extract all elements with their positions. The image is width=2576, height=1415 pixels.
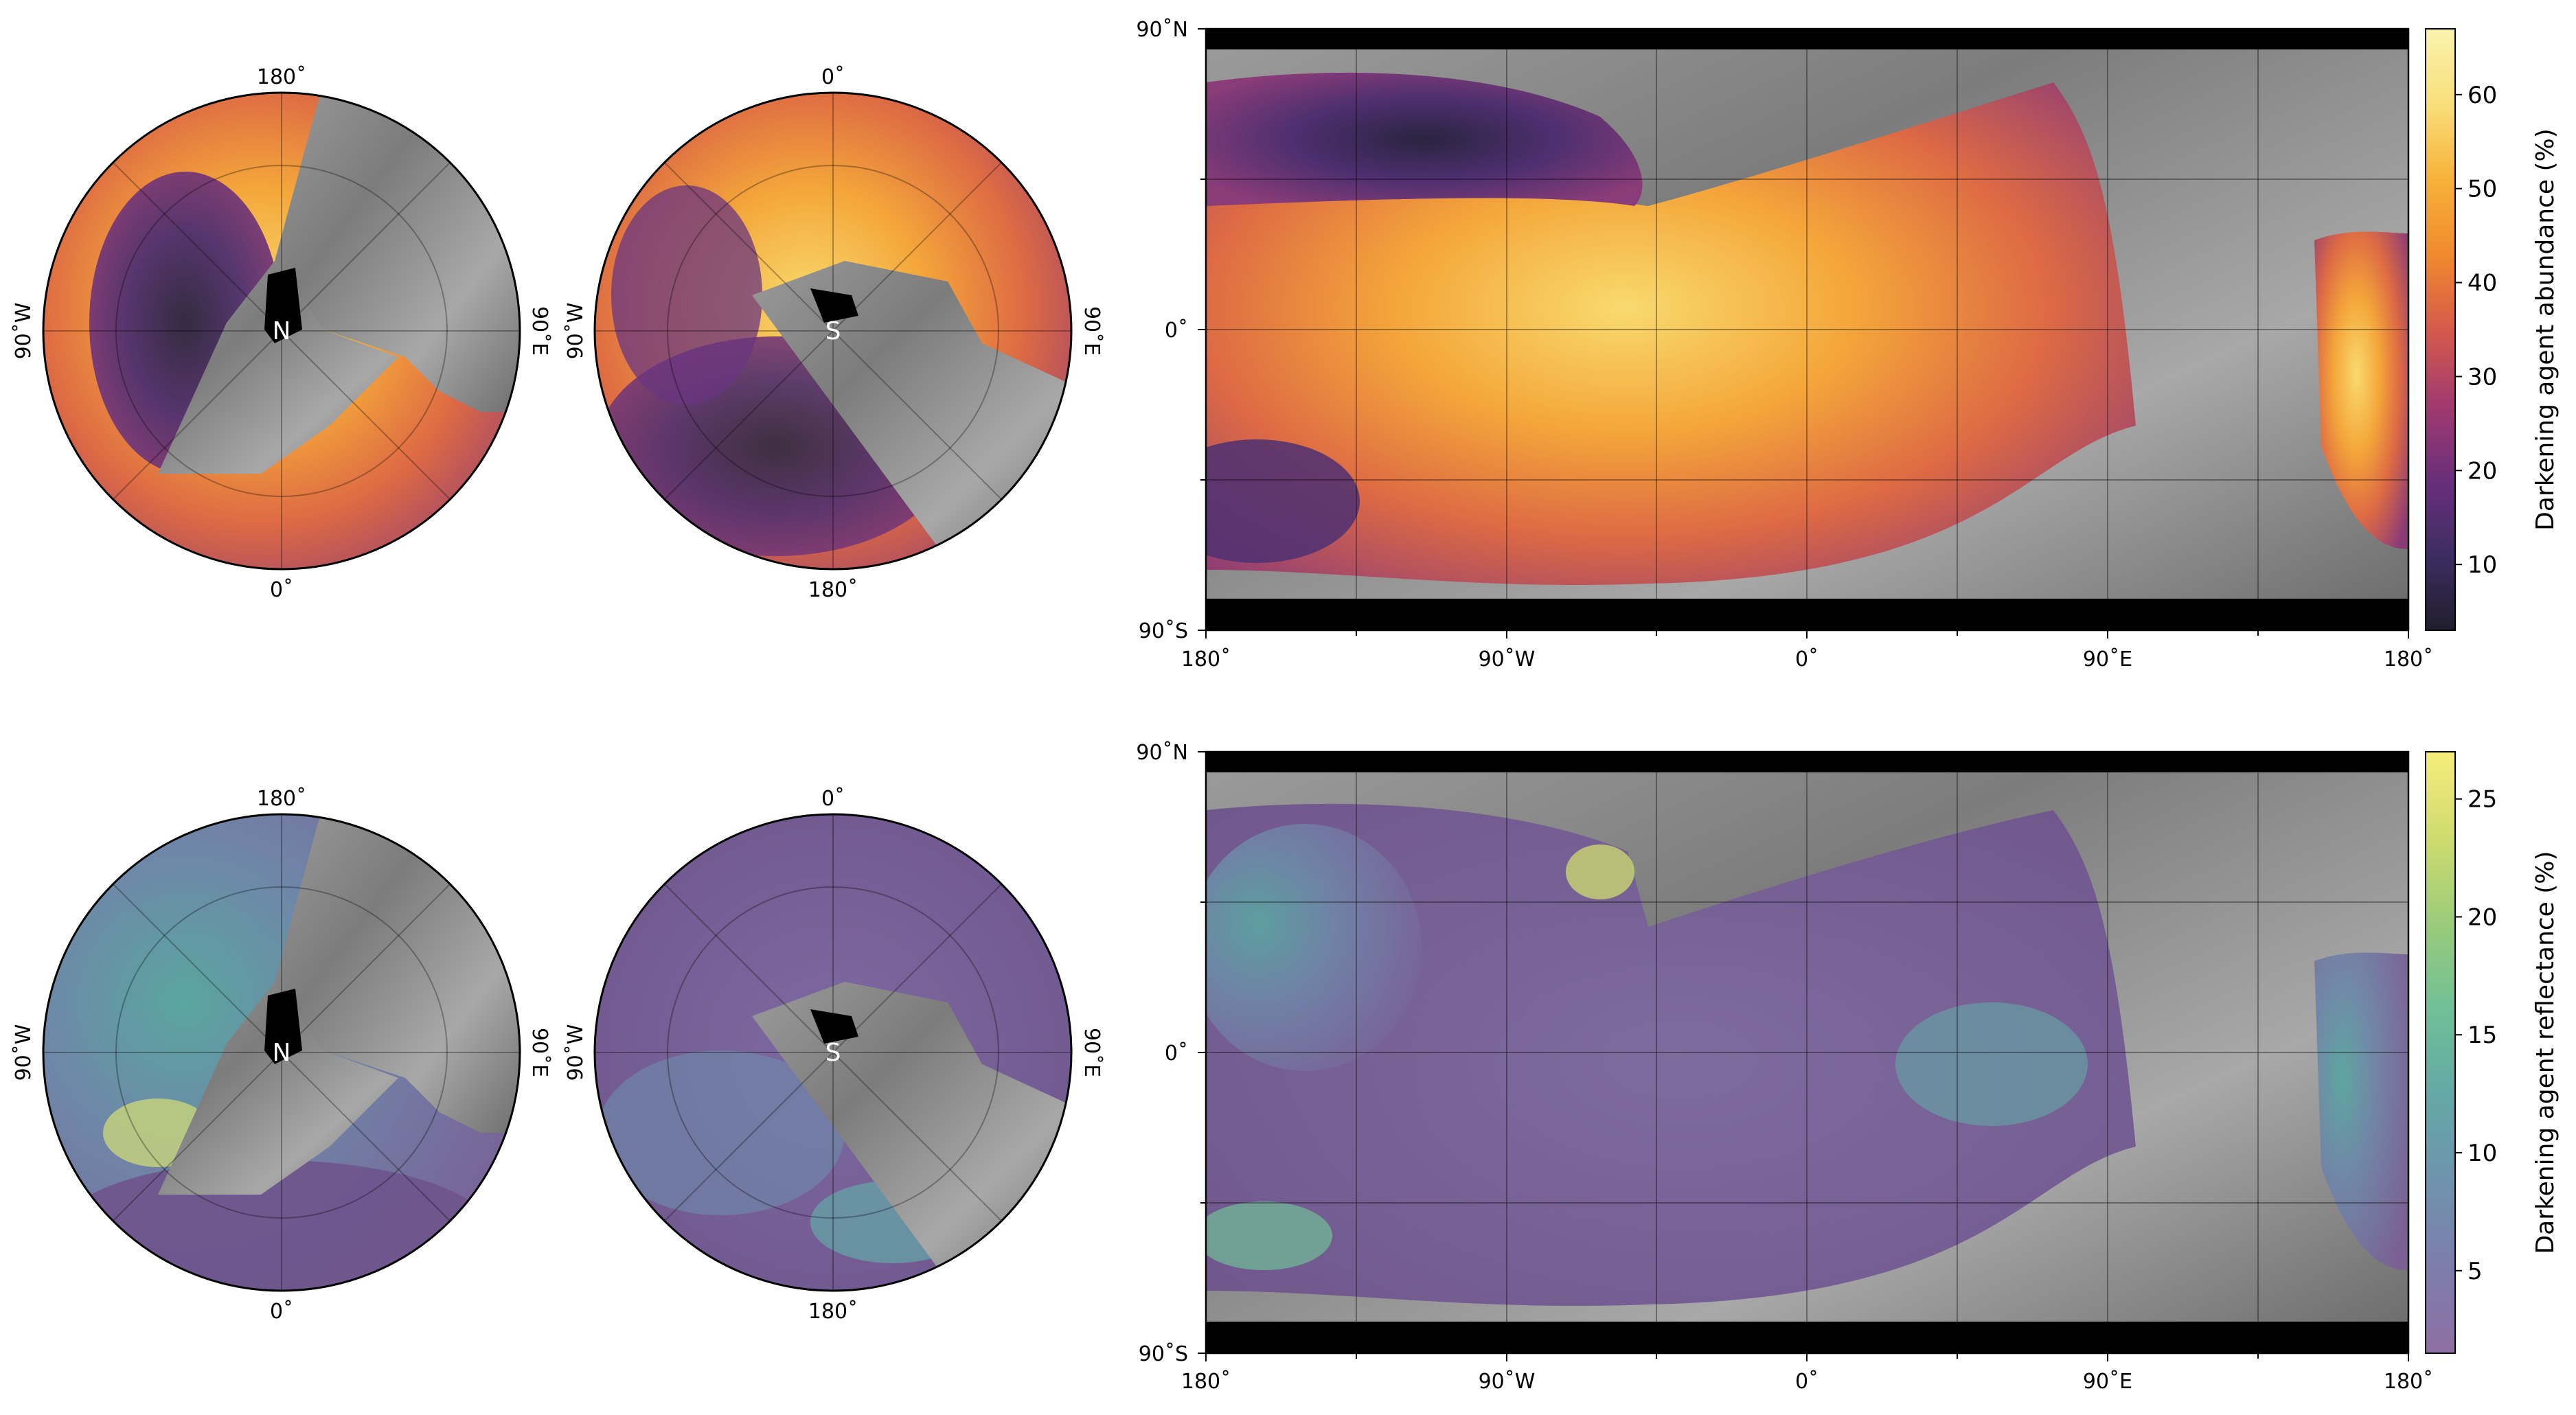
lon-label-left: 90˚W	[564, 303, 588, 360]
pole-label: S	[825, 317, 841, 345]
pole-label: N	[273, 317, 291, 345]
pole-label: S	[825, 1039, 841, 1067]
lon-label-left: 90˚W	[12, 1024, 36, 1081]
x-tick-label: 90˚W	[1479, 1370, 1536, 1394]
colorbar-tick-label: 30	[2467, 363, 2497, 391]
x-tick-label: 90˚E	[2083, 1370, 2132, 1394]
y-tick-label: 0˚	[1165, 1042, 1188, 1066]
polar-map-north-abundance: N 180˚ 0˚ 90˚W 90˚E	[12, 65, 551, 602]
colorbar-gradient	[2425, 28, 2456, 631]
lon-label-bottom: 180˚	[808, 578, 858, 602]
map-abundance: 180˚ 90˚W 0˚ 90˚E 180˚ 90˚N 0˚ 90˚S	[1136, 18, 2433, 671]
x-tick-label: 180˚	[1181, 647, 1231, 671]
lon-label-right: 90˚E	[527, 306, 551, 356]
lon-label-bottom: 0˚	[270, 1300, 293, 1324]
colorbar-tick-label: 60	[2467, 82, 2497, 109]
lon-label-top: 180˚	[257, 787, 306, 811]
colorbar-tick-label: 20	[2467, 457, 2497, 485]
lon-label-top: 180˚	[257, 65, 306, 89]
colorbar-reflectance: Darkening agent reflectance (%) 5 10 15 20 2…	[2425, 751, 2560, 1354]
x-tick-label: 180˚	[2384, 647, 2433, 671]
lon-label-right: 90˚E	[1080, 306, 1104, 356]
x-tick-label: 0˚	[1795, 1370, 1819, 1394]
x-tick-label: 180˚	[2384, 1370, 2433, 1394]
x-tick-label: 180˚	[1181, 1370, 1231, 1394]
lon-label-left: 90˚W	[564, 1024, 588, 1081]
y-tick-label: 0˚	[1165, 319, 1188, 343]
colorbar-tick-label: 20	[2467, 904, 2497, 931]
pole-label: N	[273, 1039, 291, 1067]
lon-label-bottom: 180˚	[808, 1300, 858, 1324]
y-tick-label: 90˚N	[1136, 18, 1188, 42]
lon-label-right: 90˚E	[527, 1028, 551, 1077]
colorbar-tick-label: 15	[2467, 1022, 2497, 1049]
colorbar-tick-label: 40	[2467, 270, 2497, 297]
polar-map-south-reflectance: S 0˚ 180˚ 90˚W 90˚E	[564, 787, 1104, 1324]
lon-label-top: 0˚	[821, 787, 845, 811]
colorbar-tick-label: 10	[2467, 551, 2497, 579]
y-tick-label: 90˚S	[1139, 619, 1188, 643]
colorbar-tick-label: 25	[2467, 786, 2497, 814]
x-tick-label: 90˚E	[2083, 647, 2132, 671]
y-tick-label: 90˚S	[1139, 1342, 1188, 1366]
x-tick-label: 90˚W	[1479, 647, 1536, 671]
colorbar-tick-label: 10	[2467, 1140, 2497, 1167]
lon-label-top: 0˚	[821, 65, 845, 89]
lon-label-bottom: 0˚	[270, 578, 293, 602]
colorbar-tick-label: 50	[2467, 176, 2497, 203]
y-tick-label: 90˚N	[1136, 741, 1188, 765]
lon-label-right: 90˚E	[1080, 1028, 1104, 1077]
colorbar-label: Darkening agent abundance (%)	[2531, 128, 2560, 531]
polar-map-south-abundance: S 0˚ 180˚ 90˚W 90˚E	[564, 65, 1104, 602]
map-reflectance: 180˚ 90˚W 0˚ 90˚E 180˚ 90˚N 0˚ 90˚S	[1136, 741, 2433, 1394]
colorbar-label: Darkening agent reflectance (%)	[2531, 851, 2560, 1254]
colorbar-abundance: Darkening agent abundance (%) 10 20 30 40 50…	[2425, 28, 2560, 631]
colorbar-gradient	[2425, 751, 2456, 1354]
colorbar-tick-label: 5	[2467, 1258, 2483, 1285]
lon-label-left: 90˚W	[12, 303, 36, 360]
polar-map-north-reflectance: N 180˚ 0˚ 90˚W 90˚E	[12, 787, 551, 1324]
x-tick-label: 0˚	[1795, 647, 1819, 671]
